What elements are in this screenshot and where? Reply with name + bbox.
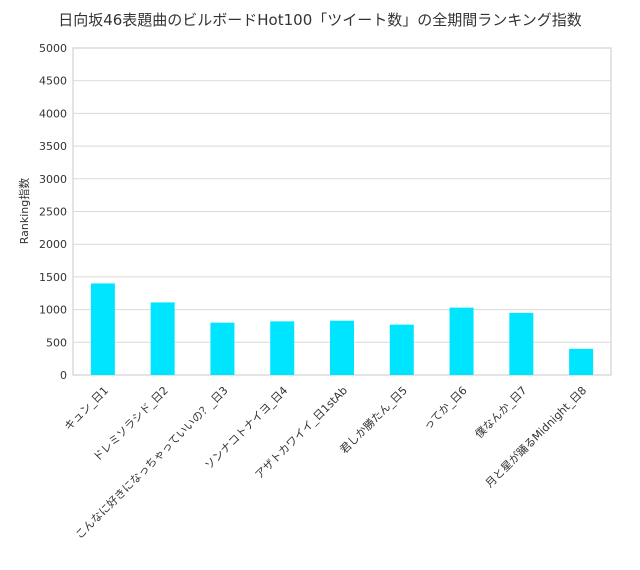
y-tick-label: 0 (60, 369, 67, 382)
bar (90, 283, 115, 375)
y-axis-title: Ranking指数 (17, 178, 31, 245)
bar (449, 307, 474, 375)
bars (90, 283, 594, 375)
y-tick-label: 1000 (39, 304, 67, 317)
y-tick-label: 5000 (39, 42, 67, 55)
y-tick-label: 500 (46, 336, 67, 349)
x-tick-label: ってか_日6 (421, 384, 470, 433)
bar (330, 320, 354, 375)
y-tick-label: 3500 (39, 140, 67, 153)
y-axis-ticks: 0 500 1000 1500 2000 2500 3000 3500 4000 4500 5000 (39, 42, 67, 382)
bar (569, 348, 594, 375)
bar (150, 302, 175, 375)
bar (270, 321, 295, 375)
y-tick-label: 1500 (39, 271, 67, 284)
bar (210, 322, 235, 375)
x-tick-label: 僕なんか_日7 (473, 384, 530, 441)
y-tick-label: 3000 (39, 173, 67, 186)
gridlines (73, 80, 611, 343)
y-tick-label: 4000 (39, 107, 67, 120)
y-tick-label: 4500 (39, 75, 67, 88)
y-tick-label: 2000 (39, 238, 67, 251)
x-tick-label: キュン_日1 (62, 384, 111, 433)
x-axis-labels: キュン_日1ドレミソラシド_日2こんなに好きになっちゃっていいの？_日3ソンナコ… (62, 383, 589, 541)
x-tick-label: 月と星が踊るMidnight_日8 (482, 383, 589, 490)
y-tick-label: 2500 (39, 206, 67, 219)
bar (509, 312, 534, 375)
chart-title: 日向坂46表題曲のビルボードHot100「ツイート数」の全期間ランキング指数 (58, 11, 582, 29)
bar (389, 324, 414, 375)
